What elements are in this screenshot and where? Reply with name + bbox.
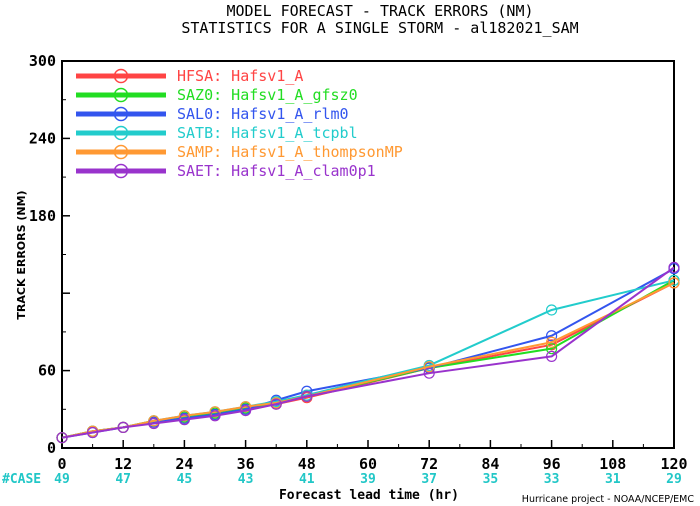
legend-marker <box>113 163 129 179</box>
y-tick-label: 0 <box>47 439 56 457</box>
legend-label: SAZ0: Hafsv1_A_gfsz0 <box>177 86 358 104</box>
data-point <box>240 401 252 413</box>
x-tick-label: 108 <box>599 455 626 473</box>
legend-item: SAET: Hafsv1_A_clam0p1 <box>76 162 376 180</box>
data-point <box>209 406 221 418</box>
case-count: 45 <box>177 472 193 487</box>
data-point <box>545 330 558 342</box>
case-count: 33 <box>544 472 560 487</box>
data-point <box>178 410 190 422</box>
case-count: 29 <box>666 472 682 487</box>
data-point <box>668 277 680 289</box>
x-tick-label: 12 <box>114 455 132 473</box>
case-count: 37 <box>421 472 437 487</box>
data-point <box>86 426 99 439</box>
legend-marker <box>113 106 129 122</box>
data-point <box>423 367 435 379</box>
legend-item: SATB: Hafsv1_A_tcpbl <box>76 124 358 142</box>
legend-label: SAL0: Hafsv1_A_rlm0 <box>177 105 349 123</box>
legend-marker <box>113 68 129 84</box>
x-tick-label: 120 <box>660 455 687 473</box>
case-count: 41 <box>299 472 315 487</box>
case-count: 47 <box>115 472 131 487</box>
y-tick-label: 300 <box>29 52 56 70</box>
chart-title-line-2: STATISTICS FOR A SINGLE STORM - al182021… <box>181 19 578 37</box>
data-point <box>668 274 680 286</box>
data-point <box>423 361 435 373</box>
data-point <box>668 261 680 273</box>
series-path <box>61 281 675 439</box>
y-axis: 0 60 180 240 300 <box>29 52 70 457</box>
data-point <box>209 410 221 422</box>
series-path <box>61 267 675 439</box>
x-tick-label: 24 <box>175 455 193 473</box>
case-counts: 49 47 45 43 41 39 37 35 33 31 29 <box>54 472 682 487</box>
case-count: 31 <box>605 472 621 487</box>
x-tick-label: 72 <box>420 455 438 473</box>
series-line <box>56 261 680 444</box>
x-tick-label: 84 <box>481 455 499 473</box>
data-point <box>270 398 282 410</box>
series-path <box>61 279 675 439</box>
x-tick-label: 96 <box>543 455 561 473</box>
series-layer <box>56 261 680 444</box>
series-line <box>56 263 680 444</box>
legend-label: HFSA: Hafsv1_A <box>177 67 303 85</box>
data-point <box>301 390 313 402</box>
series-path <box>61 266 675 439</box>
series-path <box>61 279 675 439</box>
x-tick-label: 60 <box>359 455 377 473</box>
data-point <box>545 343 558 355</box>
x-axis: 0 12 24 36 48 60 72 84 96 108 120 <box>57 440 688 473</box>
legend-item: HFSA: Hafsv1_A <box>76 67 303 85</box>
legend-marker <box>113 87 129 103</box>
case-label: #CASE <box>2 472 41 487</box>
credit-text: Hurricane project - NOAA/NCEP/EMC <box>522 494 695 505</box>
legend-label: SATB: Hafsv1_A_tcpbl <box>177 124 358 142</box>
legend-label: SAMP: Hafsv1_A_thompsonMP <box>177 143 403 161</box>
legend-label: SAET: Hafsv1_A_clam0p1 <box>177 162 376 180</box>
case-count: 39 <box>360 472 376 487</box>
case-count: 49 <box>54 472 70 487</box>
chart-title-line-1: MODEL FORECAST - TRACK ERRORS (NM) <box>226 2 533 20</box>
legend-marker <box>113 144 129 160</box>
case-count: 35 <box>483 472 499 487</box>
data-point <box>178 414 190 426</box>
y-tick-label: 240 <box>29 129 56 147</box>
plot-frame <box>61 60 675 449</box>
legend-item: SAMP: Hafsv1_A_thompsonMP <box>76 143 403 161</box>
x-tick-label: 0 <box>57 455 66 473</box>
data-point <box>56 432 68 444</box>
legend-marker <box>113 125 129 141</box>
data-point <box>148 417 160 430</box>
x-tick-label: 48 <box>298 455 316 473</box>
data-point <box>545 304 558 316</box>
y-tick-label: 180 <box>29 207 56 225</box>
data-point <box>545 350 558 363</box>
data-point <box>148 415 160 427</box>
series-path <box>61 281 675 439</box>
data-point <box>545 336 558 348</box>
y-axis-label: TRACK ERRORS (NM) <box>15 190 28 319</box>
case-count: 43 <box>238 472 254 487</box>
x-axis-label: Forecast lead time (hr) <box>279 488 459 503</box>
legend-item: SAL0: Hafsv1_A_rlm0 <box>76 105 349 123</box>
legend-item: SAZ0: Hafsv1_A_gfsz0 <box>76 86 358 104</box>
data-point <box>240 404 252 417</box>
y-tick-label: 60 <box>38 362 56 380</box>
data-point <box>117 421 129 433</box>
x-tick-label: 36 <box>237 455 255 473</box>
